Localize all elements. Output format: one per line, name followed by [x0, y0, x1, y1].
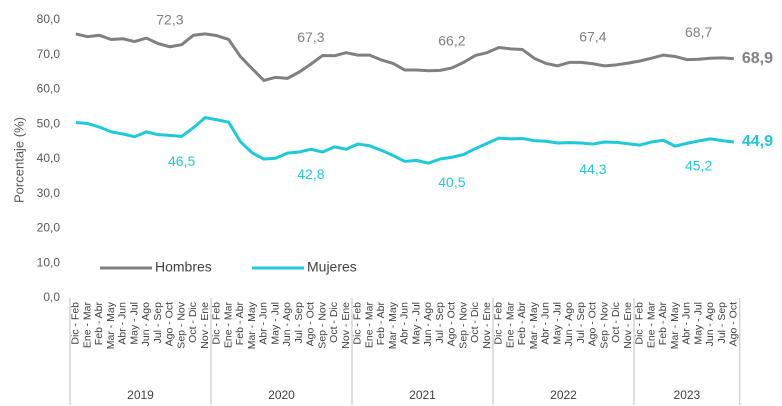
- group-label: 2021: [409, 388, 436, 402]
- x-tick-label: Ene - Mar: [504, 302, 516, 349]
- y-tick-label: 50,0: [37, 116, 61, 130]
- group-label: 2022: [550, 388, 577, 402]
- x-tick-label: Ene - Mar: [363, 302, 375, 349]
- x-tick-label: Nov - Ene: [622, 302, 634, 349]
- x-tick-label: May - Jul: [551, 302, 563, 345]
- x-tick-label: Jul - Sep: [434, 302, 446, 344]
- y-tick-label: 70,0: [37, 47, 61, 61]
- data-label: 67,3: [297, 29, 324, 45]
- x-tick-label: May - Jul: [269, 302, 281, 345]
- x-tick-label: Mar - May: [246, 301, 258, 349]
- x-tick-label: Jul - Sep: [152, 302, 164, 344]
- x-tick-label: Ene - Mar: [645, 302, 657, 349]
- x-tick-label: Jul - Sep: [716, 302, 728, 344]
- x-tick-label: Sep - Nov: [598, 301, 610, 348]
- data-label: 40,5: [438, 174, 465, 190]
- x-tick-label: Mar - May: [528, 301, 540, 349]
- x-tick-label: Abr - Jun: [117, 302, 129, 345]
- x-tick-label: Dic - Feb: [493, 302, 505, 345]
- x-tick-label: Ene - Mar: [81, 302, 93, 349]
- x-tick-label: Abr - Jun: [399, 302, 411, 345]
- x-tick-label: Dic - Feb: [211, 302, 223, 345]
- data-label: 66,2: [438, 33, 465, 49]
- x-tick-label: Sep - Nov: [316, 301, 328, 348]
- x-tick-label: Dic - Feb: [70, 302, 82, 345]
- x-tick-label: Jul - Sep: [293, 302, 305, 344]
- data-label: 42,8: [297, 166, 324, 182]
- data-label: 72,3: [156, 11, 183, 27]
- y-axis-label: Porcentaje (%): [11, 117, 26, 203]
- x-tick-label: Feb - Abr: [93, 301, 105, 345]
- x-tick-label: Feb - Abr: [234, 301, 246, 345]
- x-tick-label: Jun - Ago: [140, 302, 152, 347]
- x-tick-label: Dic - Feb: [634, 302, 646, 345]
- x-tick-label: Oct - Dic: [469, 302, 481, 343]
- x-tick-label: Abr - Jun: [540, 302, 552, 345]
- series-line: [75, 116, 735, 165]
- x-tick-label: Nov - Ene: [481, 302, 493, 349]
- x-tick-label: Abr - Jun: [681, 302, 693, 345]
- group-label: 2023: [674, 388, 701, 402]
- legend-label: Hombres: [155, 259, 212, 275]
- x-tick-label: Mar - May: [105, 301, 117, 349]
- data-label: 46,5: [168, 153, 195, 169]
- data-label: 44,3: [579, 161, 606, 177]
- x-tick-label: Jul - Sep: [575, 302, 587, 344]
- x-tick-label: Nov - Ene: [340, 302, 352, 349]
- x-tick-label: Oct - Dic: [328, 302, 340, 343]
- x-tick-label: Ago - Oct: [164, 302, 176, 346]
- x-tick-label: Jun - Ago: [563, 302, 575, 347]
- data-label: 68,9: [742, 50, 773, 67]
- x-tick-label: Dic - Feb: [352, 302, 364, 345]
- y-tick-label: 10,0: [37, 255, 61, 269]
- y-tick-label: 0,0: [43, 290, 60, 304]
- y-tick-label: 80,0: [37, 12, 61, 26]
- x-tick-label: Nov - Ene: [199, 302, 211, 349]
- x-tick-label: Ago - Oct: [446, 302, 458, 346]
- x-tick-label: May - Jul: [410, 302, 422, 345]
- data-label: 68,7: [685, 24, 712, 40]
- x-tick-label: Abr - Jun: [258, 302, 270, 345]
- x-tick-label: May - Jul: [128, 302, 140, 345]
- x-tick-label: Mar - May: [669, 301, 681, 349]
- y-tick-label: 20,0: [37, 221, 61, 235]
- y-tick-label: 60,0: [37, 82, 61, 96]
- x-tick-label: Feb - Abr: [657, 301, 669, 345]
- data-label: 67,4: [579, 28, 606, 44]
- y-tick-label: 40,0: [37, 151, 61, 165]
- group-label: 2020: [268, 388, 295, 402]
- x-tick-label: Feb - Abr: [375, 301, 387, 345]
- group-label: 2019: [127, 388, 154, 402]
- x-tick-label: Sep - Nov: [175, 301, 187, 348]
- data-label: 44,9: [742, 133, 773, 150]
- x-tick-label: Mar - May: [387, 301, 399, 349]
- x-tick-label: Ene - Mar: [222, 302, 234, 349]
- series-line: [75, 32, 734, 82]
- x-tick-label: Ago - Oct: [587, 302, 599, 346]
- x-tick-label: Ago - Oct: [305, 302, 317, 346]
- y-tick-label: 30,0: [37, 186, 61, 200]
- x-tick-label: May - Jul: [692, 302, 704, 345]
- x-tick-label: Ago - Oct: [728, 302, 740, 346]
- legend-label: Mujeres: [307, 259, 357, 275]
- x-tick-label: Sep - Nov: [457, 301, 469, 348]
- x-tick-label: Oct - Dic: [610, 302, 622, 343]
- x-tick-label: Jun - Ago: [281, 302, 293, 347]
- x-tick-label: Jun - Ago: [422, 302, 434, 347]
- data-label: 45,2: [685, 158, 712, 174]
- x-tick-label: Jun - Ago: [704, 302, 716, 347]
- x-tick-label: Oct - Dic: [187, 302, 199, 343]
- x-tick-label: Feb - Abr: [516, 301, 528, 345]
